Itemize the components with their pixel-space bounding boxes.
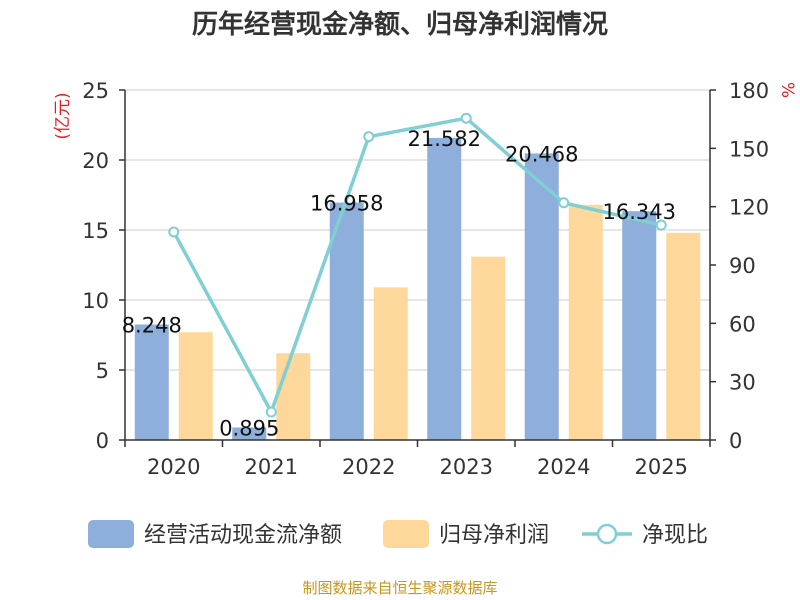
bar-operating-cash-flow	[134, 324, 169, 440]
y-left-tick-label: 0	[96, 429, 109, 453]
bar-net-profit	[373, 287, 408, 440]
bar-data-label: 0.895	[219, 416, 279, 440]
x-tick-label: 2025	[635, 455, 688, 479]
bar-data-label: 21.582	[408, 127, 481, 151]
bar-operating-cash-flow	[622, 211, 657, 440]
legend-swatch-marker	[596, 523, 618, 545]
bar-operating-cash-flow	[524, 153, 559, 440]
y-right-tick-label: 30	[729, 371, 756, 395]
legend-label-net-profit: 归母净利润	[439, 523, 549, 548]
legend-swatch-net-profit	[383, 520, 429, 548]
y-right-tick-label: 120	[729, 196, 769, 220]
legend-label-operating-cash-flow: 经营活动现金流净额	[144, 523, 342, 548]
y-left-tick-label: 25	[82, 79, 109, 103]
bar-data-label: 8.248	[122, 314, 182, 338]
legend-swatch-operating-cash-flow	[88, 520, 134, 548]
chart-title: 历年经营现金净额、归母净利润情况	[191, 10, 608, 40]
bar-operating-cash-flow	[427, 137, 462, 441]
bar-net-profit	[471, 256, 506, 440]
bar-data-label: 20.468	[505, 142, 578, 166]
bar-net-profit	[178, 332, 213, 440]
bar-net-profit	[568, 204, 603, 440]
bar-data-label: 16.958	[310, 192, 383, 216]
line-point	[265, 406, 277, 418]
legend: 经营活动现金流净额 归母净利润 净现比	[88, 520, 708, 548]
data-labels: 8.248 0.895 16.958 21.582 20.468 16.343	[122, 127, 676, 441]
bar-operating-cash-flow	[232, 427, 267, 440]
line-point	[168, 226, 180, 238]
line-point	[558, 197, 570, 209]
data-source-note: 制图数据来自恒生聚源数据库	[302, 579, 498, 597]
y-right-axis-label: %	[777, 82, 797, 98]
y-right-tick-label: 60	[729, 312, 756, 336]
line-point	[655, 219, 667, 231]
line-series	[168, 112, 667, 418]
bar-net-profit	[666, 232, 701, 440]
y-right-tick-label: 0	[729, 429, 742, 453]
y-right-tick-label: 180	[729, 79, 769, 103]
bar-data-label: 16.343	[603, 200, 676, 224]
y-left-tick-label: 15	[82, 219, 109, 243]
y-right-tick-label: 90	[729, 254, 756, 278]
line-point	[460, 112, 472, 124]
x-tick-label: 2022	[342, 455, 395, 479]
line-net-cash-ratio	[172, 116, 662, 414]
y-right-tick-label: 150	[729, 137, 769, 161]
x-tick-label: 2024	[537, 455, 590, 479]
y-left-tick-label: 20	[82, 149, 109, 173]
x-tick-label: 2020	[147, 455, 200, 479]
bar-net-profit	[276, 353, 311, 440]
y-left-axis-label: (亿元)	[53, 92, 73, 139]
bar-operating-cash-flow	[329, 202, 364, 440]
legend-label-net-cash-ratio: 净现比	[642, 523, 708, 548]
gridlines	[125, 89, 710, 371]
y-left-tick-label: 5	[96, 359, 109, 383]
x-tick-label: 2023	[440, 455, 493, 479]
line-point	[363, 131, 375, 143]
x-tick-label: 2021	[245, 455, 298, 479]
bar-series	[134, 137, 701, 441]
y-left-tick-label: 10	[82, 289, 109, 313]
